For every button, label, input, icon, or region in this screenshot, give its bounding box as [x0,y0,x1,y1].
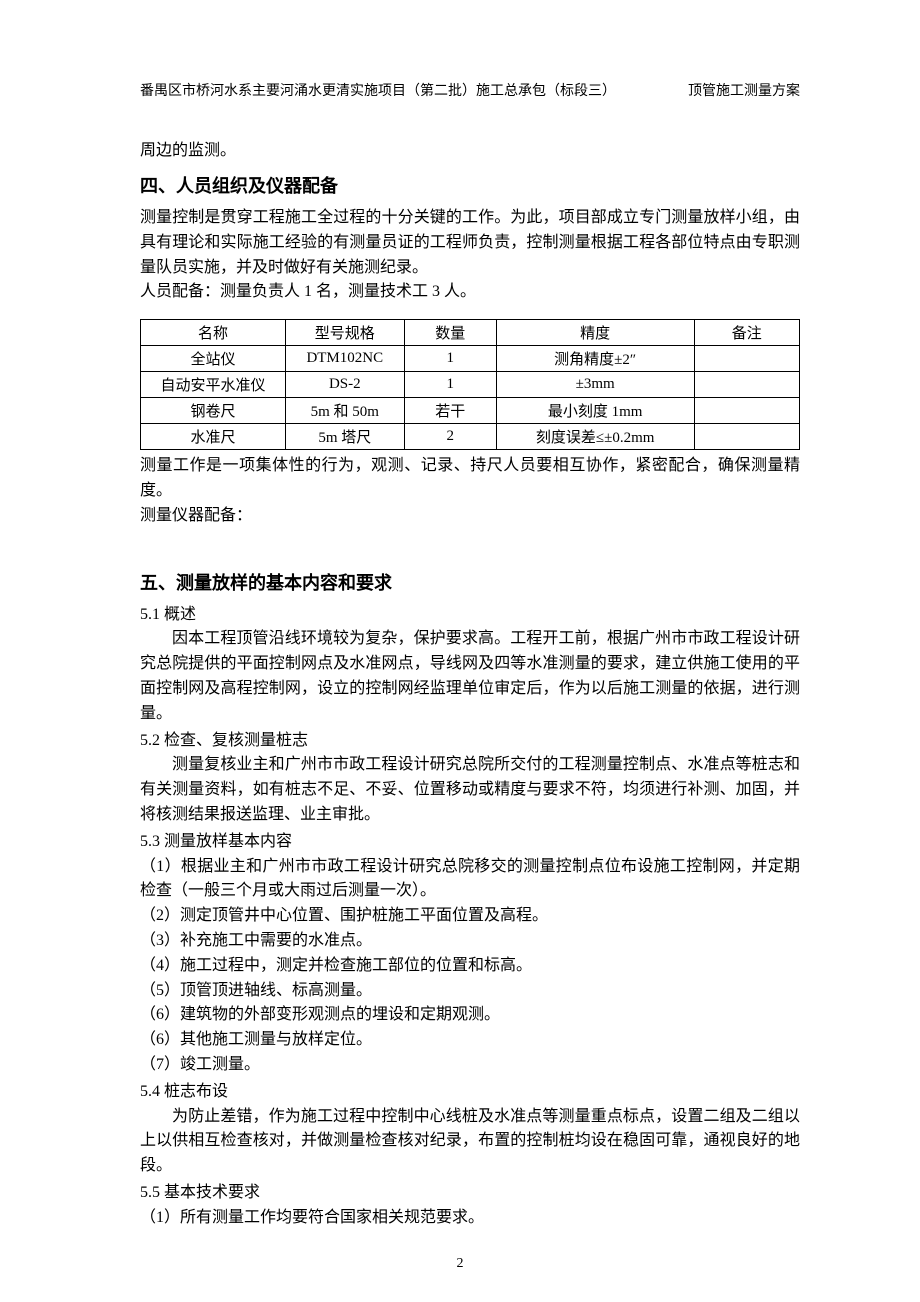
section5-2-p: 测量复核业主和广州市市政工程设计研究总院所交付的工程测量控制点、水准点等桩志和有… [140,753,800,827]
section4-p3: 测量工作是一项集体性的行为，观测、记录、持尺人员要相互协作，紧密配合，确保测量精… [140,454,800,504]
table-cell: 2 [404,424,496,450]
section5-4-p: 为防止差错，作为施工过程中控制中心线桩及水准点等测量重点标点，设置二组及二组以上… [140,1105,800,1179]
table-row: 自动安平水准仪DS-21±3mm [141,372,800,398]
table-header-cell: 备注 [694,320,799,346]
equipment-table: 名称型号规格数量精度备注 全站仪DTM102NC1测角精度±2″自动安平水准仪D… [140,319,800,450]
table-cell: 最小刻度 1mm [496,398,694,424]
table-header-cell: 数量 [404,320,496,346]
table-cell: 自动安平水准仪 [141,372,286,398]
section5-5-num: 5.5 基本技术要求 [140,1181,800,1206]
table-cell: ±3mm [496,372,694,398]
table-cell [694,398,799,424]
list-item: （1）根据业主和广州市市政工程设计研究总院移交的测量控制点位布设施工控制网，并定… [140,855,800,905]
section5-2-num: 5.2 检查、复核测量桩志 [140,729,800,754]
table-cell: 钢卷尺 [141,398,286,424]
list-item: （7）竣工测量。 [140,1053,800,1078]
table-cell: DTM102NC [285,346,404,372]
table-row: 水准尺5m 塔尺2刻度误差≤±0.2mm [141,424,800,450]
table-cell [694,372,799,398]
section5-1-num: 5.1 概述 [140,603,800,628]
section5-3-num: 5.3 测量放样基本内容 [140,830,800,855]
continuation-text: 周边的监测。 [140,136,800,160]
table-cell: 5m 和 50m [285,398,404,424]
list-item: （6）建筑物的外部变形观测点的埋设和定期观测。 [140,1003,800,1028]
header-left: 番禺区市桥河水系主要河涌水更清实施项目（第二批）施工总承包（标段三） [140,80,616,100]
table-cell: 水准尺 [141,424,286,450]
section4-title: 四、人员组织及仪器配备 [140,172,800,198]
table-cell: 全站仪 [141,346,286,372]
section5-1-p: 因本工程顶管沿线环境较为复杂，保护要求高。工程开工前，根据广州市市政工程设计研究… [140,627,800,726]
table-cell: 若干 [404,398,496,424]
table-row: 钢卷尺5m 和 50m若干最小刻度 1mm [141,398,800,424]
table-cell: 刻度误差≤±0.2mm [496,424,694,450]
section4-p4: 测量仪器配备： [140,504,800,529]
table-cell: 1 [404,372,496,398]
list-item: （1）所有测量工作均要符合国家相关规范要求。 [140,1206,800,1231]
table-cell [694,424,799,450]
table-header-cell: 名称 [141,320,286,346]
table-cell: 5m 塔尺 [285,424,404,450]
list-item: （6）其他施工测量与放样定位。 [140,1028,800,1053]
table-cell: DS-2 [285,372,404,398]
section4-p2: 人员配备：测量负责人 1 名，测量技术工 3 人。 [140,280,800,305]
list-item: （3）补充施工中需要的水准点。 [140,929,800,954]
list-item: （2）测定顶管井中心位置、围护桩施工平面位置及高程。 [140,904,800,929]
page-number: 2 [0,1256,920,1272]
table-row: 全站仪DTM102NC1测角精度±2″ [141,346,800,372]
table-cell: 1 [404,346,496,372]
section4-p1: 测量控制是贯穿工程施工全过程的十分关键的工作。为此，项目部成立专门测量放样小组，… [140,206,800,280]
header-right: 顶管施工测量方案 [688,80,800,100]
section5-4-num: 5.4 桩志布设 [140,1080,800,1105]
section5-title: 五、测量放样的基本内容和要求 [140,569,800,595]
table-cell: 测角精度±2″ [496,346,694,372]
table-cell [694,346,799,372]
table-header-cell: 型号规格 [285,320,404,346]
table-header-cell: 精度 [496,320,694,346]
list-item: （4）施工过程中，测定并检查施工部位的位置和标高。 [140,954,800,979]
list-item: （5）顶管顶进轴线、标高测量。 [140,979,800,1004]
